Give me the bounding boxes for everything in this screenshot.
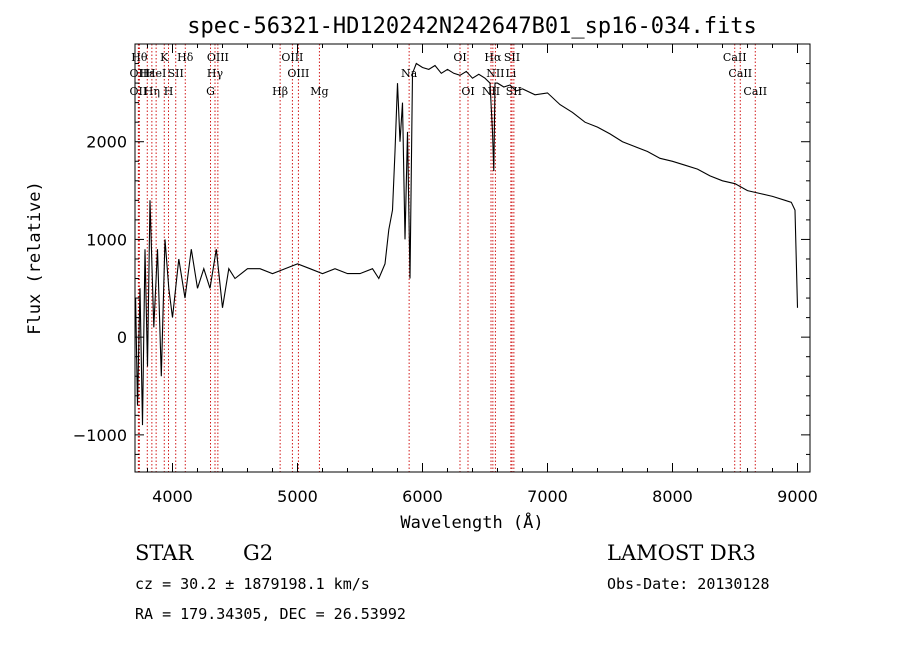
y-tick-label: 0 [117, 328, 127, 347]
y-axis-label: Flux (relative) [25, 181, 45, 335]
line-marker-label: Hβ [272, 85, 288, 98]
survey-name: LAMOST DR3 [607, 541, 756, 565]
line-marker-label: OI [461, 85, 474, 98]
spectral-subclass: G2 [243, 541, 273, 565]
y-tick-label: 1000 [86, 230, 127, 249]
line-marker-label: OIII [287, 67, 309, 80]
line-marker-label: NII [486, 67, 504, 80]
x-tick-label: 7000 [527, 487, 568, 506]
line-marker-label: K [160, 51, 169, 64]
line-marker-label: Hε [140, 67, 156, 80]
line-marker-labels: HθOIIOIIHεHηHeIKHSIIHδHγGOIIIHβOIIIOIIIM… [130, 51, 768, 98]
spectrum-line [135, 62, 799, 426]
observation-date: Obs-Date: 20130128 [607, 575, 770, 593]
line-marker-label: Mg [310, 85, 328, 98]
x-axis-ticks: 4000 5000 6000 7000 8000 9000 [147, 44, 818, 506]
line-marker-label: CaII [728, 67, 752, 80]
line-marker-label: H [164, 85, 174, 98]
line-marker-label: OI [453, 51, 466, 64]
line-marker-label: CaII [743, 85, 767, 98]
line-marker-label: Li [505, 67, 516, 80]
x-tick-label: 5000 [277, 487, 318, 506]
line-marker-label: Hα [484, 51, 502, 64]
line-marker-label: NII [482, 85, 500, 98]
line-marker-label: SII [506, 85, 522, 98]
line-marker-label: OIII [281, 51, 303, 64]
line-marker-label: Hγ [207, 67, 224, 80]
x-tick-label: 6000 [402, 487, 443, 506]
redshift-cz: cz = 30.2 ± 1879198.1 km/s [135, 575, 370, 593]
line-marker-label: HeI [146, 67, 166, 80]
x-tick-label: 9000 [777, 487, 818, 506]
chart-title: spec-56321-HD120242N242647B01_sp16-034.f… [187, 14, 757, 39]
y-tick-label: −1000 [73, 426, 127, 445]
y-axis-ticks: −1000 0 1000 2000 [73, 63, 810, 455]
line-marker-label: Hη [144, 85, 160, 98]
x-tick-label: 4000 [152, 487, 193, 506]
plot-frame [134, 43, 811, 473]
coordinates: RA = 179.34305, DEC = 26.53992 [135, 605, 406, 623]
line-marker-label: SII [504, 51, 520, 64]
x-axis-label: Wavelength (Å) [400, 511, 543, 533]
line-marker-label: CaII [723, 51, 747, 64]
line-marker-label: Hδ [177, 51, 194, 64]
line-marker-label: Na [401, 67, 418, 80]
spectral-line-markers [137, 44, 756, 472]
line-marker-label: G [206, 85, 215, 98]
line-marker-label: OII [130, 67, 148, 80]
object-class: STAR [135, 541, 194, 565]
x-tick-label: 8000 [652, 487, 693, 506]
y-tick-label: 2000 [86, 133, 127, 152]
line-marker-label: OII [130, 85, 148, 98]
line-marker-label: OIII [207, 51, 229, 64]
line-marker-label: Hθ [131, 51, 148, 64]
line-marker-label: SII [168, 67, 184, 80]
